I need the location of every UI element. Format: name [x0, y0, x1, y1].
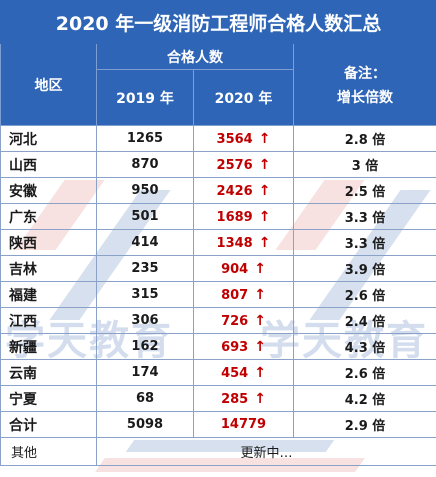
count-2020-value: 454 [221, 365, 249, 381]
count-2019-cell: 174 [96, 359, 194, 386]
region-cell: 山西 [0, 151, 97, 178]
table-row: 福建 315 807 ↑ 2.6 倍 [0, 281, 436, 308]
count-2020-cell: 2426 ↑ [193, 177, 294, 204]
count-2020-value: 807 [221, 287, 249, 303]
count-2019-cell: 414 [96, 229, 194, 256]
growth-cell: 2.9 倍 [293, 411, 436, 438]
up-arrow-icon: ↑ [254, 260, 266, 277]
region-cell: 吉林 [0, 255, 97, 282]
count-2020-cell: 904 ↑ [193, 255, 294, 282]
header-2019: 2019 年 [96, 69, 194, 126]
growth-cell: 4.3 倍 [293, 333, 436, 360]
growth-cell: 2.4 倍 [293, 307, 436, 334]
table-row: 陕西 414 1348 ↑ 3.3 倍 [0, 229, 436, 256]
count-2020-value: 2426 [216, 183, 253, 199]
count-2020-value: 904 [221, 261, 249, 277]
table-row: 广东 501 1689 ↑ 3.3 倍 [0, 203, 436, 230]
region-cell: 新疆 [0, 333, 97, 360]
growth-cell: 4.2 倍 [293, 385, 436, 412]
count-2020-cell: 693 ↑ [193, 333, 294, 360]
region-cell: 合计 [0, 411, 97, 438]
footer-region: 其他 [0, 437, 97, 466]
table-row: 新疆 162 693 ↑ 4.3 倍 [0, 333, 436, 360]
header-region: 地区 [0, 43, 97, 126]
count-2020-cell: 2576 ↑ [193, 151, 294, 178]
up-arrow-icon: ↑ [254, 312, 266, 329]
count-2020-value: 726 [221, 313, 249, 329]
region-cell: 广东 [0, 203, 97, 230]
region-cell: 安徽 [0, 177, 97, 204]
count-2020-value: 1689 [216, 209, 253, 225]
header-note-line2: 增长倍数 [337, 89, 393, 106]
count-2020-value: 3564 [216, 131, 253, 147]
summary-table: 2020 年一级消防工程师合格人数汇总 地区 合格人数 备注： 增长倍数 201… [0, 0, 436, 466]
count-2019-cell: 315 [96, 281, 194, 308]
up-arrow-icon: ↑ [258, 234, 271, 251]
table-row: 吉林 235 904 ↑ 3.9 倍 [0, 255, 436, 282]
count-2019-cell: 68 [96, 385, 194, 412]
region-cell: 宁夏 [0, 385, 97, 412]
region-cell: 江西 [0, 307, 97, 334]
count-2020-value: 2576 [216, 157, 253, 173]
count-2020-cell: 1348 ↑ [193, 229, 294, 256]
table-row: 云南 174 454 ↑ 2.6 倍 [0, 359, 436, 386]
count-2020-value: 693 [221, 339, 249, 355]
header-2020: 2020 年 [193, 69, 294, 126]
header-pass-count: 合格人数 [96, 43, 294, 70]
growth-cell: 3.3 倍 [293, 203, 436, 230]
count-2019-cell: 870 [96, 151, 194, 178]
growth-cell: 3.3 倍 [293, 229, 436, 256]
table-row: 宁夏 68 285 ↑ 4.2 倍 [0, 385, 436, 412]
header-note-line1: 备注： [344, 65, 386, 82]
table-row: 安徽 950 2426 ↑ 2.5 倍 [0, 177, 436, 204]
table-row: 江西 306 726 ↑ 2.4 倍 [0, 307, 436, 334]
growth-cell: 2.8 倍 [293, 125, 436, 152]
up-arrow-icon: ↑ [254, 338, 266, 355]
up-arrow-icon: ↑ [254, 286, 266, 303]
up-arrow-icon: ↑ [258, 130, 271, 147]
count-2020-cell: 726 ↑ [193, 307, 294, 334]
count-2019-cell: 235 [96, 255, 194, 282]
growth-cell: 2.6 倍 [293, 281, 436, 308]
up-arrow-icon: ↑ [258, 182, 271, 199]
growth-cell: 3 倍 [293, 151, 436, 178]
count-2019-cell: 1265 [96, 125, 194, 152]
count-2020-cell: 1689 ↑ [193, 203, 294, 230]
count-2019-cell: 950 [96, 177, 194, 204]
table-row: 河北 1265 3564 ↑ 2.8 倍 [0, 125, 436, 152]
table-row: 合计 5098 14779 2.9 倍 [0, 411, 436, 438]
region-cell: 河北 [0, 125, 97, 152]
region-cell: 陕西 [0, 229, 97, 256]
header-note: 备注： 增长倍数 [293, 43, 436, 126]
growth-cell: 2.6 倍 [293, 359, 436, 386]
count-2020-cell: 285 ↑ [193, 385, 294, 412]
region-cell: 福建 [0, 281, 97, 308]
count-2019-cell: 306 [96, 307, 194, 334]
count-2020-cell: 807 ↑ [193, 281, 294, 308]
count-2019-cell: 5098 [96, 411, 194, 438]
count-2020-cell: 3564 ↑ [193, 125, 294, 152]
up-arrow-icon: ↑ [254, 364, 266, 381]
count-2020-value: 14779 [220, 417, 267, 432]
table-title: 2020 年一级消防工程师合格人数汇总 [0, 0, 436, 44]
up-arrow-icon: ↑ [258, 208, 271, 225]
count-2020-cell: 454 ↑ [193, 359, 294, 386]
count-2020-value: 1348 [216, 235, 253, 251]
count-2020-cell: 14779 [193, 411, 294, 438]
count-2020-value: 285 [221, 391, 249, 407]
up-arrow-icon: ↑ [258, 156, 271, 173]
count-2019-cell: 501 [96, 203, 194, 230]
up-arrow-icon: ↑ [254, 390, 266, 407]
growth-cell: 2.5 倍 [293, 177, 436, 204]
table-row: 山西 870 2576 ↑ 3 倍 [0, 151, 436, 178]
footer-status: 更新中… [96, 437, 436, 466]
count-2019-cell: 162 [96, 333, 194, 360]
growth-cell: 3.9 倍 [293, 255, 436, 282]
region-cell: 云南 [0, 359, 97, 386]
